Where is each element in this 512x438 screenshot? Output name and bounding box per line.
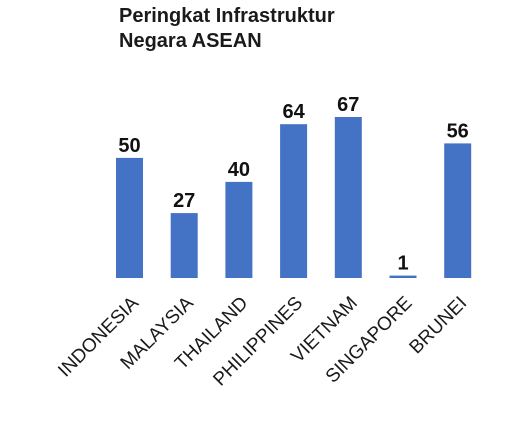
value-label-indonesia: 50 [118,135,140,157]
chart-title-line-1: Peringkat Infrastruktur [119,5,335,27]
bar-philippines [280,124,308,278]
chart-title: Peringkat Infrastruktur Negara ASEAN [119,4,499,54]
bar-thailand [225,181,253,278]
bar-vietnam [334,117,362,278]
value-label-vietnam: 67 [337,94,359,116]
bar-singapore [389,275,417,278]
value-label-thailand: 40 [228,159,250,181]
value-label-malaysia: 27 [173,190,195,212]
category-label-brunei: BRUNEI [406,293,472,359]
bar-brunei [444,143,472,278]
bars-group [116,117,472,278]
value-label-singapore: 1 [397,253,408,275]
value-label-brunei: 56 [447,120,469,142]
value-labels-group: 50 27 40 64 67 1 56 [118,94,468,275]
bar-indonesia [116,157,143,278]
value-label-philippines: 64 [282,101,305,123]
chart-title-line-2: Negara ASEAN [119,30,262,52]
category-labels-group: INDONESIAMALAYSIATHAILANDPHILIPPINESVIET… [54,292,471,390]
bar-malaysia [170,213,198,278]
